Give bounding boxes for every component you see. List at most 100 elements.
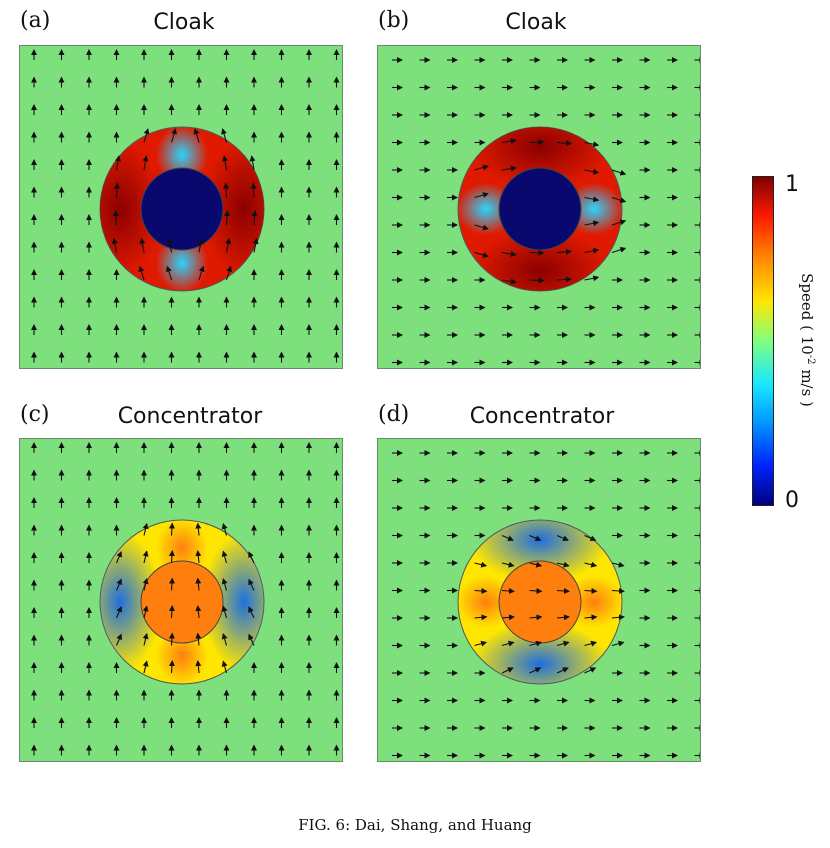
velocity-arrow (221, 605, 228, 619)
inner-core (498, 167, 582, 251)
velocity-arrow (611, 219, 627, 226)
velocity-arrow (584, 587, 598, 594)
side-lobe (470, 622, 610, 684)
velocity-arrow (529, 614, 543, 621)
velocity-arrow (142, 605, 149, 619)
velocity-arrow (221, 577, 228, 591)
velocity-arrow (556, 614, 570, 621)
velocity-arrow (221, 522, 228, 536)
velocity-arrow (611, 587, 625, 594)
panel-c (19, 438, 343, 762)
inner-core (140, 167, 224, 251)
velocity-arrow (221, 660, 228, 674)
side-lobe (100, 532, 162, 672)
velocity-arrow (529, 587, 543, 594)
velocity-arrow (501, 534, 514, 542)
velocity-arrow (198, 265, 205, 281)
panel-c-label: (c) (20, 402, 50, 427)
velocity-arrow (474, 561, 488, 568)
velocity-arrow (556, 140, 572, 147)
velocity-arrow (168, 577, 175, 591)
colorbar-min-label: 0 (785, 488, 799, 513)
velocity-arrow (115, 606, 122, 619)
velocity-arrow (474, 640, 488, 647)
velocity-arrow (221, 128, 228, 143)
velocity-arrow (556, 534, 569, 542)
velocity-arrow (556, 276, 572, 283)
velocity-arrow (168, 522, 175, 536)
velocity-arrow (501, 587, 515, 594)
velocity-arrow (225, 237, 232, 253)
panel-d-title: Concentrator (469, 404, 615, 429)
velocity-arrow (195, 550, 202, 564)
inner-core (140, 560, 224, 644)
velocity-arrow (248, 606, 255, 619)
velocity-arrow (221, 632, 228, 646)
velocity-arrow (193, 128, 200, 143)
velocity-arrow (111, 237, 118, 253)
velocity-arrow (168, 605, 175, 619)
velocity-arrow (195, 660, 202, 674)
velocity-arrow (115, 155, 121, 171)
velocity-arrow (250, 182, 257, 198)
panel-b-label: (b) (378, 8, 410, 33)
velocity-arrow (611, 614, 625, 621)
velocity-arrow (142, 577, 149, 591)
velocity-arrow (139, 237, 146, 253)
velocity-arrow (221, 550, 228, 564)
velocity-arrow (223, 182, 230, 198)
velocity-arrow (584, 275, 600, 282)
velocity-arrow (584, 640, 598, 647)
velocity-field (392, 450, 700, 759)
colorbar-title-text: Speed ( 10 (798, 273, 816, 355)
velocity-arrow (556, 248, 572, 255)
figure-caption: FIG. 6: Dai, Shang, and Huang (298, 816, 532, 834)
panel-a-title: Cloak (153, 10, 215, 35)
velocity-arrow (556, 667, 569, 674)
velocity-arrow (225, 265, 233, 281)
velocity-arrow (584, 220, 600, 227)
velocity-arrow (142, 550, 149, 564)
velocity-arrow (584, 141, 600, 148)
side-lobe (202, 139, 264, 279)
panel-b (377, 45, 701, 369)
velocity-arrow (529, 277, 545, 284)
velocity-arrow (556, 561, 570, 568)
velocity-arrow (584, 614, 598, 621)
velocity-arrow (556, 640, 570, 647)
velocity-arrow (166, 237, 173, 253)
velocity-arrow (170, 128, 177, 143)
panel-a-label: (a) (20, 8, 51, 33)
velocity-arrow (474, 192, 489, 199)
velocity-arrow (611, 246, 627, 254)
velocity-arrow (252, 237, 259, 253)
velocity-arrow (584, 196, 600, 203)
velocity-arrow (112, 210, 119, 226)
velocity-arrow (584, 247, 600, 254)
velocity-arrow (142, 522, 149, 536)
velocity-arrow (474, 614, 488, 621)
velocity-arrow (195, 522, 202, 536)
velocity-arrow (501, 278, 517, 285)
velocity-arrow (501, 165, 517, 172)
colorbar-title: Speed ( 10-2 m/s ) (798, 273, 816, 407)
panel-a (19, 45, 343, 369)
inner-core (498, 560, 582, 644)
velocity-arrow (501, 138, 517, 145)
velocity-arrow (142, 660, 149, 674)
velocity-arrow (529, 249, 545, 256)
panel-b-plot (392, 57, 700, 366)
velocity-arrow (611, 169, 627, 176)
velocity-arrow (529, 640, 543, 647)
panel-d-label: (d) (378, 402, 410, 427)
velocity-arrow (138, 265, 145, 281)
velocity-arrow (224, 210, 231, 226)
velocity-arrow (115, 633, 122, 646)
velocity-arrow (197, 237, 204, 253)
velocity-arrow (168, 632, 175, 646)
velocity-arrow (501, 640, 515, 647)
velocity-arrow (474, 587, 488, 594)
velocity-arrow (584, 534, 597, 542)
panel-a-plot (31, 49, 340, 363)
velocity-arrow (248, 578, 255, 591)
